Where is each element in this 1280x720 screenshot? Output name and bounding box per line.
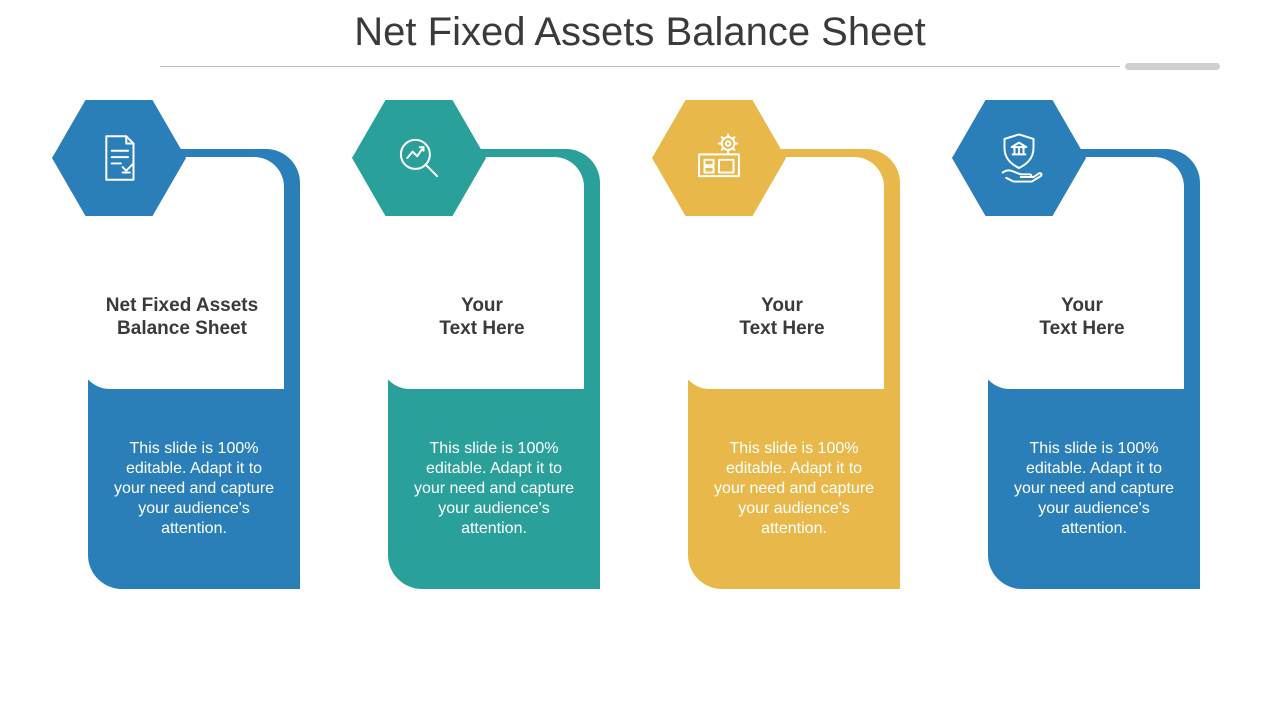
card-3-body: This slide is 100% editable. Adapt it to… bbox=[688, 399, 900, 539]
card-1: Net Fixed Assets Balance Sheet This slid… bbox=[80, 149, 300, 589]
divider-cap bbox=[1125, 63, 1220, 70]
document-check-icon bbox=[90, 129, 148, 187]
card-3-heading: Your Text Here bbox=[739, 294, 824, 342]
card-2-hex-shape bbox=[352, 100, 486, 216]
card-4-heading-line2: Text Here bbox=[1039, 318, 1124, 339]
card-3-heading-line1: Your bbox=[761, 295, 803, 316]
card-1-hex-shape bbox=[52, 100, 186, 216]
page-title: Net Fixed Assets Balance Sheet bbox=[80, 10, 1200, 55]
card-1-heading-line2: Balance Sheet bbox=[117, 318, 247, 339]
card-4-heading-line1: Your bbox=[1061, 295, 1103, 316]
card-4-heading: Your Text Here bbox=[1039, 294, 1124, 342]
cards-row: Net Fixed Assets Balance Sheet This slid… bbox=[80, 149, 1200, 589]
shield-bank-hand-icon bbox=[990, 129, 1048, 187]
card-3-hex bbox=[652, 91, 786, 225]
card-4-body: This slide is 100% editable. Adapt it to… bbox=[988, 399, 1200, 539]
card-3-hex-shape bbox=[652, 100, 786, 216]
card-2-heading-line1: Your bbox=[461, 295, 503, 316]
card-2-body: This slide is 100% editable. Adapt it to… bbox=[388, 399, 600, 539]
card-2-heading-line2: Text Here bbox=[439, 318, 524, 339]
card-3-heading-line2: Text Here bbox=[739, 318, 824, 339]
slide: Net Fixed Assets Balance Sheet Net Fixed… bbox=[0, 0, 1280, 720]
card-1-body: This slide is 100% editable. Adapt it to… bbox=[88, 399, 300, 539]
card-1-heading-line1: Net Fixed Assets bbox=[106, 295, 258, 316]
card-2-heading: Your Text Here bbox=[439, 294, 524, 342]
card-4: Your Text Here This slide is 100% editab… bbox=[980, 149, 1200, 589]
card-4-hex-shape bbox=[952, 100, 1086, 216]
analytics-magnifier-icon bbox=[390, 129, 448, 187]
divider-line bbox=[160, 66, 1120, 67]
title-divider bbox=[160, 65, 1120, 69]
card-2: Your Text Here This slide is 100% editab… bbox=[380, 149, 600, 589]
card-3: Your Text Here This slide is 100% editab… bbox=[680, 149, 900, 589]
card-1-heading: Net Fixed Assets Balance Sheet bbox=[106, 294, 258, 342]
process-gear-icon bbox=[690, 129, 748, 187]
card-4-hex bbox=[952, 91, 1086, 225]
card-2-hex bbox=[352, 91, 486, 225]
card-1-hex bbox=[52, 91, 186, 225]
